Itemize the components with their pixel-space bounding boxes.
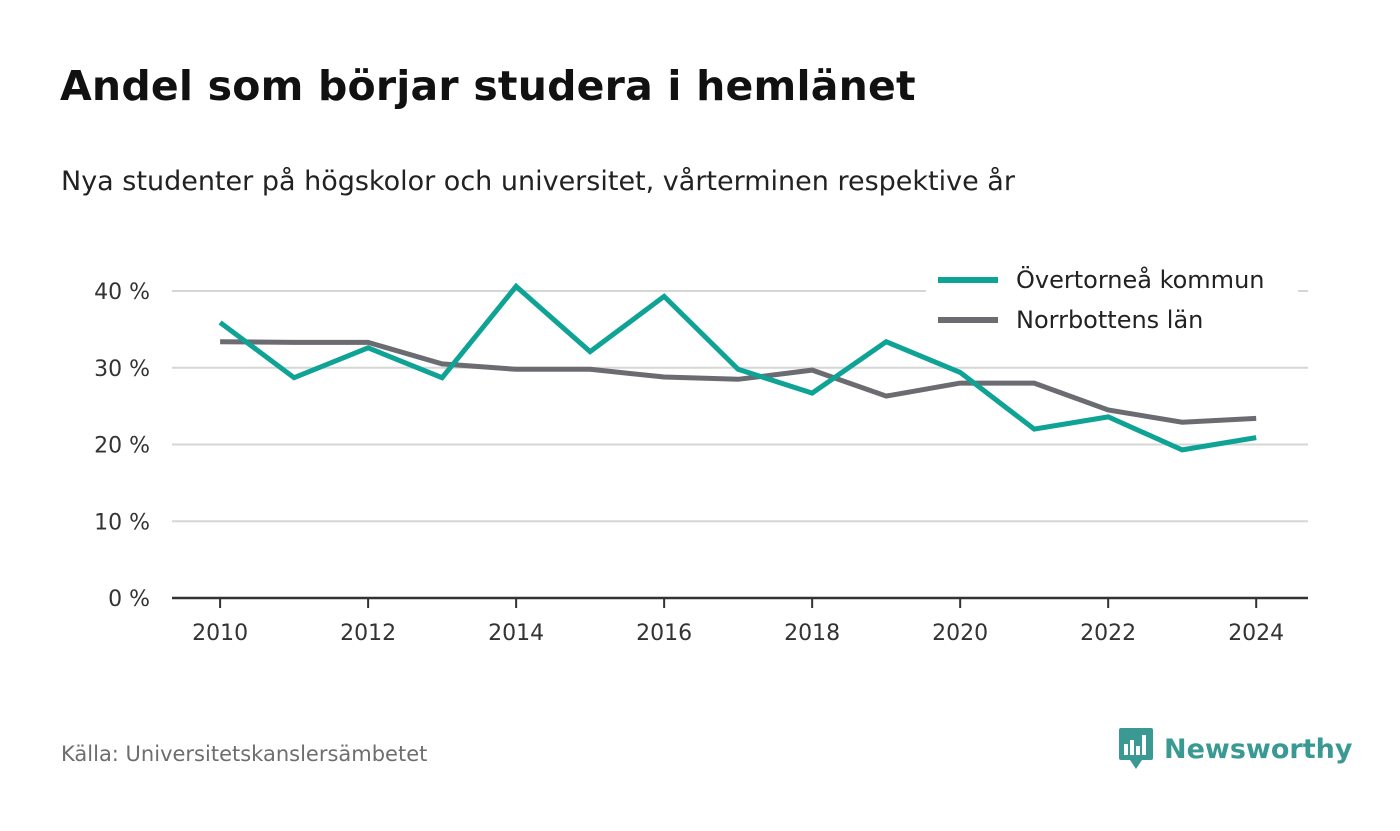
series-lines xyxy=(218,282,1257,453)
legend-background xyxy=(926,254,1298,350)
chart-title: Andel som börjar studera i hemlänet xyxy=(60,62,916,110)
x-tick-label: 2018 xyxy=(784,621,840,646)
x-tick-label: 2024 xyxy=(1228,621,1284,646)
x-tick-label: 2022 xyxy=(1080,621,1136,646)
x-tick-label: 2016 xyxy=(636,621,692,646)
y-tick-label: 0 % xyxy=(108,587,150,612)
series-line xyxy=(218,282,1257,453)
brand-name: Newsworthy xyxy=(1164,733,1353,765)
x-tick-label: 2012 xyxy=(340,621,396,646)
brand-logo[interactable]: Newsworthy xyxy=(1118,727,1352,771)
x-tick-label: 2014 xyxy=(488,621,544,646)
y-tick-label: 40 % xyxy=(94,280,150,305)
x-tick-label: 2020 xyxy=(932,621,988,646)
y-tick-label: 30 % xyxy=(94,357,150,382)
bar-chart-speech-bubble-icon xyxy=(1119,728,1153,769)
source-note: Källa: Universitetskanslersämbetet xyxy=(61,742,428,766)
chart-subtitle: Nya studenter på högskolor och universit… xyxy=(61,166,1015,197)
y-tick-label: 10 % xyxy=(94,510,150,535)
legend-label: Norrbottens län xyxy=(1016,306,1203,334)
series-line xyxy=(220,339,1257,425)
axes: 0 % 10 % 20 % 30 % 40 % 2010 2012 2014 2016 2018 2… xyxy=(94,280,1308,646)
x-tick-label: 2010 xyxy=(192,621,248,646)
legend: Övertorneå kommun Norrbottens län xyxy=(926,254,1298,350)
y-tick-label: 20 % xyxy=(94,434,150,459)
legend-label: Övertorneå kommun xyxy=(1016,265,1264,294)
